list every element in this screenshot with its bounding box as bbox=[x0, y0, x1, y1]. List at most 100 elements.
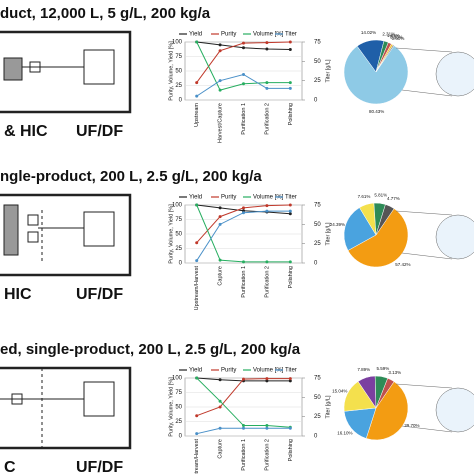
x-tick-label: Upstream/Harvest bbox=[194, 266, 200, 311]
series-point bbox=[265, 204, 269, 208]
column bbox=[3, 57, 23, 81]
row-title: ngle-product, 200 L, 2.5 g/L, 200 kg/a bbox=[0, 168, 262, 185]
filter bbox=[27, 214, 39, 226]
y-axis-label: Purity, Volume, Yield [%] bbox=[168, 204, 174, 264]
series-point bbox=[242, 260, 245, 264]
connector bbox=[401, 425, 453, 433]
x-tick-label: Polishing bbox=[288, 266, 294, 288]
pie-label: 0.60% bbox=[392, 36, 405, 41]
legend-label: Purity bbox=[221, 32, 236, 38]
x-tick-label: Capture bbox=[218, 439, 224, 459]
pie-label: 24.39% bbox=[330, 222, 345, 227]
series-point bbox=[288, 48, 292, 52]
series-point bbox=[218, 215, 222, 219]
x-tick-label: Capture bbox=[218, 266, 224, 286]
series-point bbox=[195, 259, 199, 263]
legend-label: Titer bbox=[285, 195, 297, 201]
series-point bbox=[265, 41, 269, 45]
series-point bbox=[195, 414, 199, 418]
pie-label: 57.42% bbox=[395, 262, 410, 267]
series-point bbox=[218, 399, 222, 403]
ufdf-unit bbox=[83, 211, 115, 247]
y-tick-label: 50 bbox=[175, 232, 182, 238]
legend-label: Titer bbox=[285, 32, 297, 38]
series-point bbox=[265, 424, 269, 428]
series-point bbox=[265, 81, 269, 85]
series-point bbox=[288, 426, 292, 430]
pie-slice bbox=[343, 207, 377, 251]
series-point bbox=[218, 79, 222, 83]
y2-tick-label: 25 bbox=[314, 241, 321, 247]
pie-label: 0.95% bbox=[390, 35, 403, 40]
series-point bbox=[195, 40, 199, 44]
series-point bbox=[265, 260, 269, 264]
y-tick-label: 100 bbox=[172, 376, 183, 382]
x-tick-label: Harvest/Capture bbox=[218, 103, 224, 143]
diagram-box bbox=[0, 366, 132, 450]
series-point bbox=[195, 432, 199, 436]
series-point bbox=[288, 86, 292, 90]
pie-label: 15.04% bbox=[332, 388, 347, 393]
x-tick-label: Purification 1 bbox=[241, 266, 247, 298]
secondary-pie bbox=[435, 214, 474, 260]
series-point bbox=[265, 47, 269, 51]
series-line bbox=[196, 377, 291, 428]
y2-tick-label: 50 bbox=[314, 59, 321, 65]
ufdf-unit bbox=[83, 49, 115, 85]
x-tick-label: Purification 2 bbox=[264, 103, 270, 135]
series-point bbox=[242, 82, 245, 86]
legend-label: Volume [%] bbox=[253, 195, 284, 201]
pie-slice bbox=[343, 45, 409, 105]
legend-label: Purity bbox=[221, 368, 236, 374]
y-tick-label: 75 bbox=[175, 217, 182, 223]
y-tick-label: 0 bbox=[179, 98, 183, 104]
series-point bbox=[218, 378, 222, 382]
x-tick-label: Polishing bbox=[288, 103, 294, 125]
series-point bbox=[195, 94, 199, 98]
column bbox=[3, 204, 19, 256]
series-point bbox=[242, 211, 245, 215]
y-tick-label: 50 bbox=[175, 69, 182, 75]
series-point bbox=[218, 222, 222, 226]
series-point bbox=[265, 209, 269, 213]
pie-label: 5.59% bbox=[377, 366, 390, 371]
legend-label: Yield bbox=[189, 368, 202, 374]
series-point bbox=[265, 379, 269, 383]
series-point bbox=[218, 206, 222, 210]
diagram-label: UF/DF bbox=[76, 459, 123, 474]
series-point bbox=[242, 426, 245, 430]
series-point bbox=[195, 376, 199, 380]
pie-label: 16.10% bbox=[337, 430, 352, 435]
y2-tick-label: 0 bbox=[314, 434, 318, 440]
diagram-label: C bbox=[4, 459, 16, 474]
y2-tick-label: 50 bbox=[314, 222, 321, 228]
x-tick-label: Purification 2 bbox=[264, 439, 270, 471]
pie-label: 39.70% bbox=[404, 423, 419, 428]
series-line bbox=[196, 378, 291, 417]
diagram-label: HIC bbox=[4, 286, 32, 303]
y-tick-label: 100 bbox=[172, 203, 183, 209]
series-point bbox=[218, 426, 222, 430]
y-tick-label: 100 bbox=[172, 40, 183, 46]
connector bbox=[395, 47, 453, 53]
pie-label: 1.69% bbox=[387, 33, 400, 38]
filter bbox=[27, 231, 39, 243]
pie-label: 7.61% bbox=[358, 194, 371, 199]
y-tick-label: 25 bbox=[175, 419, 182, 425]
series-point bbox=[242, 72, 245, 76]
series-point bbox=[288, 81, 292, 85]
secondary-pie bbox=[435, 51, 474, 97]
series-point bbox=[288, 212, 292, 216]
diagram-label: UF/DF bbox=[76, 286, 123, 303]
y2-tick-label: 75 bbox=[314, 376, 321, 382]
series-point bbox=[195, 203, 199, 207]
y-tick-label: 75 bbox=[175, 390, 182, 396]
y2-tick-label: 75 bbox=[314, 40, 321, 46]
connector bbox=[395, 210, 453, 216]
series-point bbox=[218, 49, 222, 53]
y2-axis-label: Titer [g/L] bbox=[325, 59, 331, 82]
legend-label: Yield bbox=[189, 32, 202, 38]
diagram-box bbox=[0, 30, 132, 114]
connector bbox=[401, 252, 453, 260]
